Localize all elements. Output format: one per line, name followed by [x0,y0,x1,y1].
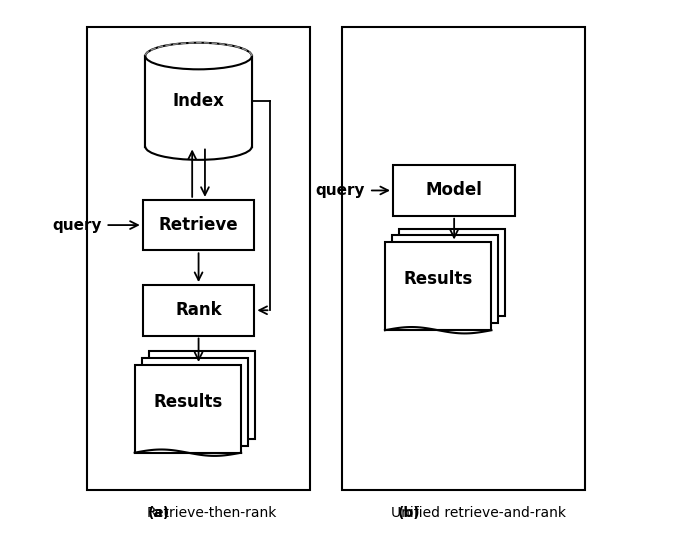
Bar [146,56,252,146]
Text: Retrieve-then-rank: Retrieve-then-rank [147,506,277,520]
Text: (b): (b) [398,506,420,520]
Bar [399,229,506,316]
Bar [143,285,255,336]
Text: Index: Index [173,93,224,110]
Text: Results: Results [153,393,222,411]
Bar [87,27,311,490]
Text: Unified retrieve-and-rank: Unified retrieve-and-rank [391,506,565,520]
Text: Model: Model [426,181,483,200]
Bar [385,243,491,330]
Text: Retrieve: Retrieve [159,216,239,234]
Ellipse shape [146,43,252,69]
Bar [342,27,584,490]
Text: Results: Results [404,271,472,288]
Bar [393,165,516,216]
Bar [143,200,255,250]
Bar [392,236,498,323]
Bar [142,358,248,446]
Bar [148,351,255,439]
Text: query: query [315,183,365,198]
Bar [135,365,241,452]
Text: query: query [52,217,102,232]
Text: (a): (a) [148,506,170,520]
Text: Rank: Rank [175,301,222,319]
